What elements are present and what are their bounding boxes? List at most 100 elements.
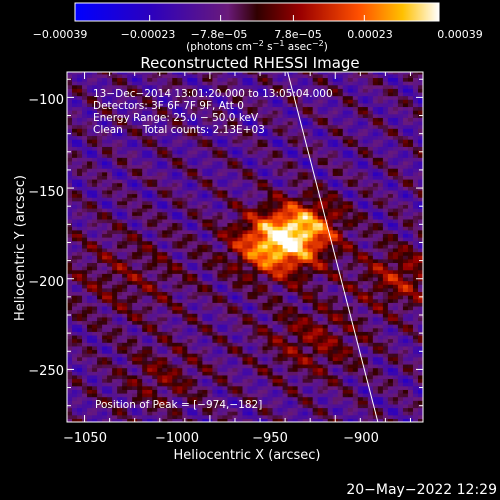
heatmap-cell (207, 128, 213, 133)
heatmap-cell (132, 331, 138, 336)
heatmap-cell (117, 295, 123, 300)
heatmap-cell (302, 175, 309, 180)
heatmap-cell (247, 313, 254, 318)
heatmap-cell (307, 91, 314, 97)
heatmap-cell (87, 407, 93, 412)
heatmap-cell (267, 113, 274, 118)
heatmap-cell (122, 371, 128, 376)
heatmap-cell (247, 327, 254, 332)
heatmap-cell (237, 226, 244, 231)
heatmap-cell (167, 153, 173, 158)
heatmap-cell (117, 403, 123, 409)
heatmap-cell (77, 316, 83, 322)
heatmap-cell (297, 77, 304, 82)
heatmap-cell (137, 128, 143, 133)
heatmap-cell (292, 378, 299, 383)
heatmap-cell (222, 113, 229, 118)
heatmap-cell (242, 407, 249, 412)
heatmap-cell (292, 367, 299, 372)
heatmap-cell (152, 131, 158, 137)
heatmap-cell (302, 229, 309, 234)
heatmap-cell (242, 298, 249, 303)
heatmap-cell (117, 407, 123, 412)
heatmap-cell (107, 204, 113, 209)
heatmap-cell (257, 353, 264, 358)
heatmap-cell (222, 327, 229, 332)
heatmap-cell (227, 385, 234, 390)
heatmap-cell (297, 237, 304, 242)
heatmap-cell (77, 385, 83, 390)
heatmap-cell (287, 182, 294, 187)
heatmap-cell (122, 247, 128, 253)
heatmap-cell (87, 403, 93, 409)
heatmap-cell (197, 211, 203, 216)
heatmap-cell (317, 72, 324, 75)
heatmap-cell (227, 229, 234, 234)
heatmap-cell (172, 157, 178, 162)
heatmap-cell (117, 189, 123, 195)
heatmap-cell (97, 400, 103, 405)
heatmap-cell (162, 392, 168, 398)
heatmap-cell (217, 418, 224, 422)
heatmap-cell (302, 186, 309, 191)
heatmap-cell (132, 88, 138, 93)
heatmap-cell (102, 331, 108, 336)
heatmap-cell (72, 251, 78, 256)
heatmap-cell (317, 193, 324, 198)
heatmap-cell (197, 324, 203, 329)
heatmap-cell (127, 309, 133, 314)
heatmap-cell (172, 266, 178, 271)
heatmap-cell (312, 106, 319, 111)
heatmap-cell (192, 77, 198, 82)
heatmap-cell (72, 244, 78, 249)
heatmap-cell (292, 84, 299, 89)
heatmap-cell (287, 305, 294, 311)
heatmap-cell (122, 110, 128, 115)
heatmap-cell (92, 157, 98, 162)
heatmap-cell (117, 131, 123, 137)
heatmap-cell (217, 208, 224, 213)
heatmap-cell (247, 95, 254, 100)
heatmap-cell (267, 266, 274, 271)
heatmap-cell (287, 189, 294, 195)
heatmap-cell (257, 284, 264, 289)
heatmap-cell (82, 392, 88, 398)
heatmap-cell (152, 316, 158, 322)
heatmap-cell (147, 175, 153, 180)
heatmap-cell (192, 186, 198, 191)
heatmap-cell (252, 204, 259, 209)
heatmap-cell (247, 295, 254, 300)
heatmap-cell (187, 215, 193, 220)
heatmap-cell (272, 414, 279, 419)
heatmap-cell (87, 73, 93, 79)
heatmap-cell (277, 142, 284, 147)
heatmap-cell (182, 324, 188, 329)
heatmap-cell (187, 313, 193, 318)
heatmap-cell (162, 327, 168, 332)
heatmap-cell (242, 77, 249, 82)
heatmap-cell (77, 72, 83, 75)
heatmap-cell (87, 131, 93, 137)
heatmap-cell (152, 175, 158, 180)
heatmap-cell (247, 102, 254, 108)
heatmap-cell (262, 324, 269, 329)
heatmap-cell (227, 334, 234, 340)
heatmap-cell (72, 247, 78, 253)
heatmap-cell (177, 255, 183, 260)
heatmap-cell (122, 84, 128, 89)
heatmap-cell (217, 273, 224, 278)
heatmap-cell (112, 157, 118, 162)
heatmap-cell (207, 99, 213, 104)
heatmap-cell (282, 251, 289, 256)
heatmap-cell (82, 298, 88, 303)
heatmap-cell (182, 178, 188, 184)
heatmap-cell (77, 149, 83, 155)
heatmap-cell (92, 407, 98, 412)
heatmap-cell (197, 269, 203, 274)
heatmap-cell (267, 280, 274, 285)
heatmap-cell (247, 186, 254, 191)
heatmap-cell (117, 99, 123, 104)
heatmap-cell (192, 363, 198, 369)
heatmap-cell (92, 378, 98, 383)
heatmap-cell (152, 240, 158, 245)
